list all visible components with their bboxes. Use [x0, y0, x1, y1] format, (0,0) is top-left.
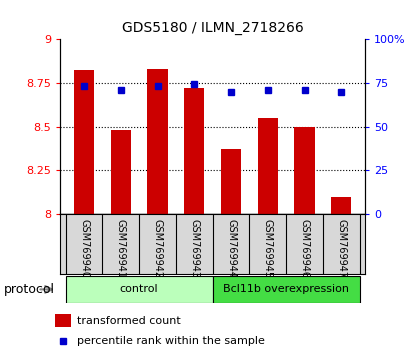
Bar	[147, 69, 168, 214]
Text: GSM769944: GSM769944	[226, 219, 236, 278]
Bar	[212, 276, 360, 303]
Bar	[295, 127, 315, 214]
Bar	[331, 197, 352, 214]
Bar	[66, 276, 212, 303]
Bar	[221, 149, 241, 214]
Bar	[184, 88, 205, 214]
Text: GSM769942: GSM769942	[153, 219, 163, 278]
Bar	[55, 314, 71, 327]
Bar	[258, 118, 278, 214]
Text: GSM769945: GSM769945	[263, 219, 273, 278]
Text: GSM769941: GSM769941	[116, 219, 126, 278]
Text: Bcl11b overexpression: Bcl11b overexpression	[223, 284, 349, 295]
Text: GSM769947: GSM769947	[336, 219, 346, 278]
Bar	[111, 130, 131, 214]
Bar	[74, 70, 94, 214]
Text: GSM769940: GSM769940	[79, 219, 89, 278]
Text: transformed count: transformed count	[77, 316, 181, 326]
Text: GSM769943: GSM769943	[189, 219, 199, 278]
Text: control: control	[120, 284, 159, 295]
Text: GSM769946: GSM769946	[300, 219, 310, 278]
Text: percentile rank within the sample: percentile rank within the sample	[77, 336, 265, 346]
Text: protocol: protocol	[4, 283, 55, 296]
Title: GDS5180 / ILMN_2718266: GDS5180 / ILMN_2718266	[122, 21, 303, 35]
